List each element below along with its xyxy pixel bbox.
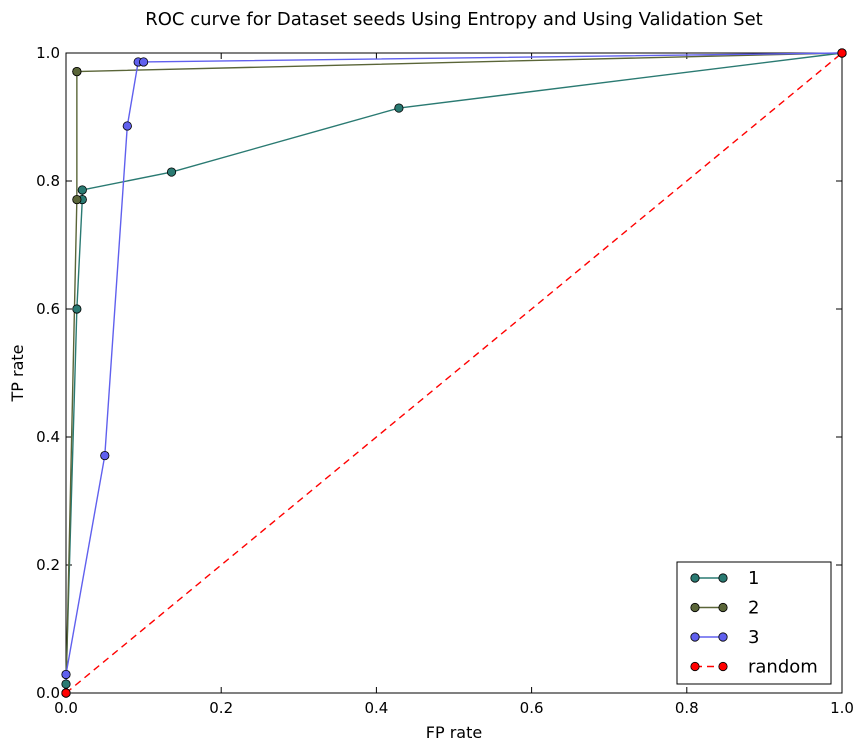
x-tick-label: 0.4 xyxy=(364,699,388,717)
series-line-2 xyxy=(65,52,843,694)
legend-marker-2 xyxy=(690,602,700,613)
legend-marker-1 xyxy=(718,573,728,583)
x-axis-label: FP rate xyxy=(426,723,482,742)
data-point-2 xyxy=(72,194,82,205)
data-point-3 xyxy=(100,450,110,461)
data-point-1 xyxy=(394,103,404,113)
y-tick-label: 1.0 xyxy=(36,44,60,62)
legend-label-random: random xyxy=(748,657,818,678)
x-tick-label: 0.2 xyxy=(209,699,233,717)
x-tick-label: 1.0 xyxy=(830,699,854,717)
x-axis-ticks: 0.0 0.2 0.4 0.6 0.8 1.0 xyxy=(54,53,854,717)
legend-box xyxy=(676,561,832,685)
y-tick-label: 0.6 xyxy=(36,300,60,318)
data-point-1 xyxy=(72,304,82,314)
legend-label-2: 2 xyxy=(748,598,759,619)
data-point-random xyxy=(837,48,847,58)
data-point-1 xyxy=(77,185,87,195)
data-point-3 xyxy=(139,57,149,67)
chart-title: ROC curve for Dataset seeds Using Entrop… xyxy=(145,9,762,30)
legend-items: 1 2 3 random xyxy=(690,568,818,678)
legend-marker-random xyxy=(690,661,700,672)
x-tick-label: 0.6 xyxy=(520,699,544,717)
data-point-3 xyxy=(61,669,71,680)
series-markers xyxy=(61,48,847,698)
data-point-3 xyxy=(122,121,132,131)
data-point-2 xyxy=(72,66,82,77)
data-point-random xyxy=(61,688,71,698)
y-tick-label: 0.8 xyxy=(36,172,60,190)
legend-label-3: 3 xyxy=(748,627,759,648)
legend-marker-1 xyxy=(690,573,700,583)
legend-marker-random xyxy=(718,661,728,672)
y-axis-label: TP rate xyxy=(8,344,27,402)
legend-label-1: 1 xyxy=(748,568,759,589)
legend-marker-2 xyxy=(718,602,728,613)
legend: 1 2 3 random xyxy=(676,561,832,685)
data-point-1 xyxy=(166,167,177,177)
y-tick-label: 0.2 xyxy=(36,556,60,574)
y-tick-label: 0.0 xyxy=(36,684,60,702)
x-tick-label: 0.0 xyxy=(54,699,78,717)
legend-marker-3 xyxy=(718,632,728,642)
data-point-1 xyxy=(61,679,71,689)
y-tick-label: 0.4 xyxy=(36,428,60,446)
y-axis-ticks: 0.0 0.2 0.4 0.6 0.8 1.0 xyxy=(36,44,842,702)
legend-marker-3 xyxy=(690,632,700,642)
x-tick-label: 0.8 xyxy=(675,699,699,717)
